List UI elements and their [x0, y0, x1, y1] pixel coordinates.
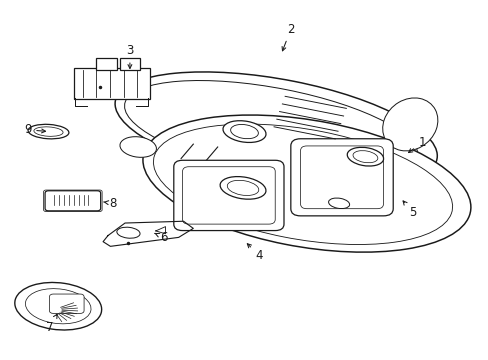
Ellipse shape: [25, 289, 91, 324]
Ellipse shape: [120, 137, 156, 157]
FancyBboxPatch shape: [120, 58, 140, 70]
Ellipse shape: [15, 283, 102, 330]
Ellipse shape: [230, 125, 258, 139]
Ellipse shape: [328, 198, 349, 208]
Text: 8: 8: [103, 197, 116, 210]
FancyBboxPatch shape: [182, 167, 275, 224]
FancyBboxPatch shape: [300, 146, 383, 209]
Text: 7: 7: [45, 314, 57, 333]
Ellipse shape: [115, 72, 436, 188]
Text: 9: 9: [24, 123, 45, 136]
Ellipse shape: [34, 127, 63, 136]
Text: 2: 2: [282, 23, 294, 51]
Ellipse shape: [346, 147, 383, 166]
FancyBboxPatch shape: [290, 139, 392, 216]
Text: 1: 1: [408, 136, 426, 153]
FancyBboxPatch shape: [74, 68, 150, 99]
FancyBboxPatch shape: [173, 160, 284, 230]
Ellipse shape: [227, 180, 258, 195]
Ellipse shape: [220, 177, 265, 199]
Text: 5: 5: [402, 201, 416, 219]
Text: 3: 3: [126, 44, 133, 68]
Ellipse shape: [352, 150, 377, 163]
Ellipse shape: [142, 115, 470, 252]
FancyBboxPatch shape: [49, 294, 84, 314]
Ellipse shape: [124, 81, 417, 180]
Text: 6: 6: [155, 231, 167, 244]
Text: 4: 4: [247, 244, 263, 262]
Ellipse shape: [382, 98, 437, 151]
Ellipse shape: [223, 121, 265, 143]
Ellipse shape: [153, 124, 452, 244]
FancyBboxPatch shape: [96, 58, 117, 70]
Ellipse shape: [117, 227, 140, 238]
Ellipse shape: [28, 124, 69, 139]
FancyBboxPatch shape: [45, 191, 101, 211]
